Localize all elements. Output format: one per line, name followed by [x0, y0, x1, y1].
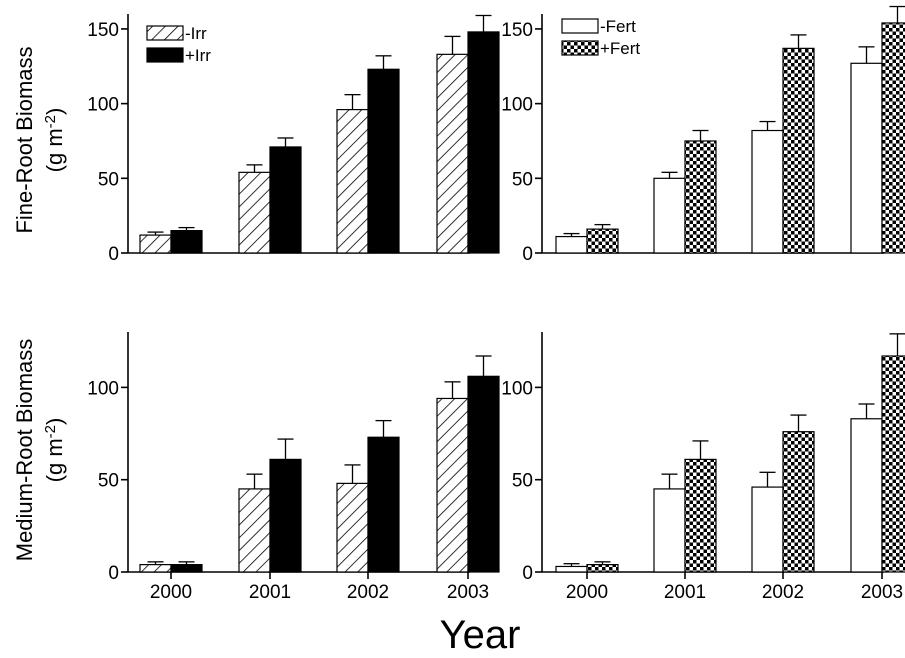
ylabel-bottom-line1: Medium-Root Biomass — [12, 339, 37, 562]
y-tick-label: 50 — [98, 169, 119, 190]
bar-fert-2000 — [555, 235, 588, 254]
x-tick-label: 2001 — [249, 582, 291, 603]
bar-fert-2001 — [653, 177, 686, 254]
x-tick-label: 2003 — [447, 582, 489, 603]
ylabel-top-units-a: (g m — [42, 128, 67, 172]
y-tick-label: 50 — [512, 471, 533, 492]
ylabel-top-line1: Fine-Root Biomass — [12, 46, 37, 233]
ylabel-bottom-units-a: (g m — [42, 438, 67, 482]
x-tick-label: 2002 — [347, 582, 389, 603]
y-tick-label: 150 — [87, 20, 119, 41]
bar-irr-2003 — [436, 397, 469, 573]
bar-fert-2003 — [881, 22, 905, 254]
y-tick-label: 0 — [108, 244, 119, 265]
bar-irr-2001 — [269, 458, 302, 573]
legend-label: -Fert — [600, 17, 636, 36]
bar-fert-2002 — [782, 47, 815, 254]
x-tick-label: 2001 — [664, 582, 706, 603]
bar-fert-2002 — [782, 431, 815, 573]
y-tick-label: 0 — [108, 563, 119, 584]
bar-fert-2003 — [881, 355, 905, 573]
bar-irr-2002 — [367, 436, 400, 573]
bar-irr-2002 — [336, 482, 369, 573]
y-tick-label: 100 — [87, 95, 119, 116]
bar-irr-2000 — [170, 229, 203, 254]
ylabel-bottom-units: (g m-2) — [42, 418, 67, 483]
y-tick-label: 100 — [501, 378, 533, 399]
bar-irr-2002 — [367, 68, 400, 254]
ylabel-bottom: Medium-Root Biomass — [12, 339, 37, 562]
panel-bottom-right: 0 50 100 2000 2001 2002 2003 — [501, 332, 905, 603]
legend-swatch — [561, 18, 599, 34]
bar-fert-2000 — [555, 565, 588, 573]
y-tick-label: 0 — [522, 244, 533, 265]
ylabel-top: Fine-Root Biomass — [12, 46, 37, 233]
bar-irr-2000 — [170, 564, 203, 573]
bar-irr-2000 — [139, 564, 172, 573]
x-tick-label: 2000 — [150, 582, 192, 603]
bar-irr-2000 — [139, 234, 172, 254]
bar-fert-2000 — [586, 564, 619, 573]
y-tick-label: 50 — [98, 471, 119, 492]
y-tick-label: 100 — [87, 378, 119, 399]
bar-irr-2003 — [467, 31, 500, 254]
bar-irr-2003 — [436, 53, 469, 254]
legend-label: +Fert — [600, 39, 640, 58]
bar-fert-2002 — [751, 129, 784, 254]
y-tick-label: 0 — [522, 563, 533, 584]
ylabel-bottom-units-sup: -2 — [42, 425, 59, 438]
bar-fert-2001 — [653, 488, 686, 573]
ylabel-top-units-b: ) — [42, 108, 67, 115]
panel-bottom-left: 0 50 100 2000 2001 2002 2003 — [87, 332, 500, 603]
legend-swatch — [146, 25, 184, 41]
bar-irr-2001 — [238, 488, 271, 573]
bar-irr-2001 — [238, 171, 271, 254]
bar-fert-2001 — [684, 140, 717, 254]
legend-label: +Irr — [185, 46, 211, 65]
y-tick-label: 50 — [512, 169, 533, 190]
bar-irr-2001 — [269, 146, 302, 254]
x-tick-label: 2002 — [762, 582, 804, 603]
bar-fert-2003 — [850, 418, 883, 573]
y-tick-label: 100 — [501, 95, 533, 116]
ylabel-top-units: (g m-2) — [42, 108, 67, 173]
x-tick-label: 2003 — [861, 582, 903, 603]
bar-fert-2002 — [751, 486, 784, 573]
ylabel-top-units-sup: -2 — [42, 115, 59, 128]
panel-top-left: 0 50 100 150 -Irr +Irr — [87, 14, 500, 265]
y-tick-label: 150 — [501, 20, 533, 41]
legend-label: -Irr — [185, 24, 207, 43]
bar-fert-2003 — [850, 62, 883, 254]
x-axis-title: Year — [440, 613, 521, 657]
legend-swatch — [561, 40, 599, 56]
bar-irr-2003 — [467, 375, 500, 573]
panel-top-right: 0 50 100 150 -Fert +Fert — [501, 5, 905, 265]
ylabel-bottom-units-b: ) — [42, 418, 67, 425]
bar-fert-2001 — [684, 458, 717, 573]
legend-swatch — [146, 47, 184, 63]
bar-irr-2002 — [336, 108, 369, 254]
x-tick-label: 2000 — [566, 582, 608, 603]
bar-fert-2000 — [586, 228, 619, 254]
